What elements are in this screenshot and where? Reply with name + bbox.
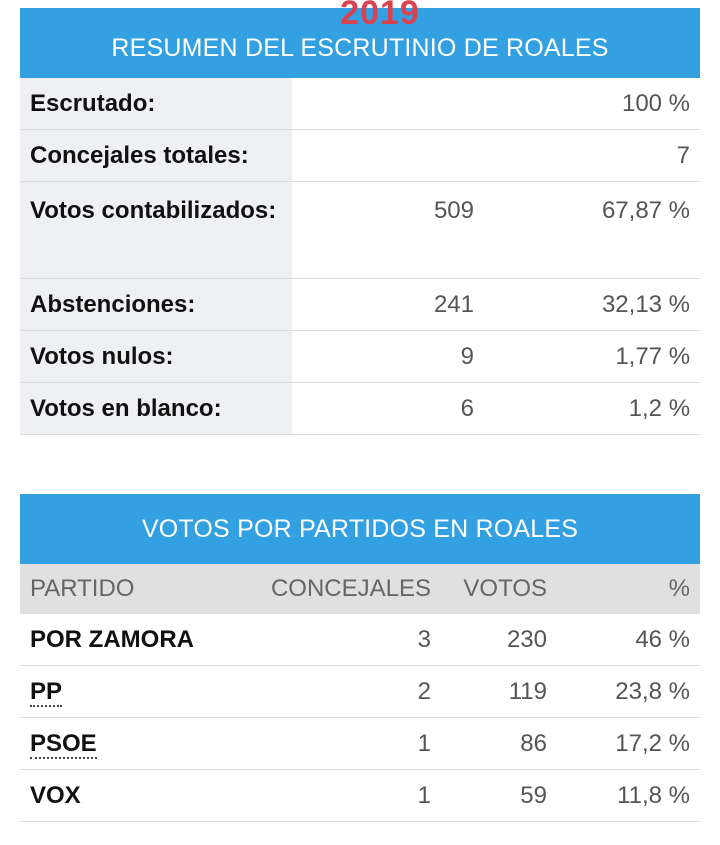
summary-pct: 67,87 %: [484, 181, 701, 279]
party-pct: 17,2 %: [557, 717, 701, 770]
party-seats: 1: [237, 717, 441, 770]
header-pct: %: [557, 564, 701, 614]
header-votes: VOTOS: [441, 564, 557, 614]
party-row: PSOE 1 86 17,2 %: [20, 717, 701, 770]
summary-pct: 7: [484, 129, 701, 182]
summary-count: [292, 129, 484, 182]
party-votes: 59: [441, 769, 557, 822]
header-party: PARTIDO: [20, 564, 237, 614]
summary-pct: 1,77 %: [484, 330, 701, 383]
summary-count: 9: [292, 330, 484, 383]
party-pct: 23,8 %: [557, 665, 701, 718]
party-row: VOX 1 59 11,8 %: [20, 769, 701, 822]
summary-label: Escrutado:: [20, 78, 292, 130]
party-votes: 230: [441, 614, 557, 666]
summary-row: Escrutado: 100 %: [20, 78, 701, 130]
party-name-link[interactable]: PP: [30, 677, 63, 707]
summary-count: 241: [292, 278, 484, 331]
summary-pct: 1,2 %: [484, 382, 701, 435]
parties-table: VOTOS POR PARTIDOS EN ROALES PARTIDO CON…: [20, 494, 701, 822]
summary-row: Votos nulos: 9 1,77 %: [20, 330, 701, 383]
summary-row: Abstenciones: 241 32,13 %: [20, 278, 701, 331]
parties-title: VOTOS POR PARTIDOS EN ROALES: [20, 494, 701, 564]
party-seats: 3: [237, 614, 441, 666]
party-row: POR ZAMORA 3 230 46 %: [20, 614, 701, 666]
parties-header-row: PARTIDO CONCEJALES VOTOS %: [20, 564, 701, 614]
summary-row: Votos contabilizados: 509 67,87 %: [20, 181, 701, 279]
party-seats: 2: [237, 665, 441, 718]
summary-count: [292, 78, 484, 130]
summary-table: RESUMEN DEL ESCRUTINIO DE ROALES Escruta…: [20, 8, 701, 435]
summary-label: Abstenciones:: [20, 278, 292, 331]
party-name: VOX: [20, 769, 237, 822]
party-pct: 46 %: [557, 614, 701, 666]
party-name: POR ZAMORA: [20, 614, 237, 666]
summary-pct: 100 %: [484, 78, 701, 130]
party-row: PP 2 119 23,8 %: [20, 665, 701, 718]
summary-row: Votos en blanco: 6 1,2 %: [20, 382, 701, 435]
party-pct: 11,8 %: [557, 769, 701, 822]
summary-label: Concejales totales:: [20, 129, 292, 182]
header-seats: CONCEJALES: [237, 564, 441, 614]
year-label: 2019: [340, 0, 420, 32]
party-name-link[interactable]: PSOE: [30, 729, 97, 759]
summary-title: RESUMEN DEL ESCRUTINIO DE ROALES: [20, 8, 701, 78]
summary-row: Concejales totales: 7: [20, 129, 701, 182]
summary-label: Votos en blanco:: [20, 382, 292, 435]
summary-pct: 32,13 %: [484, 278, 701, 331]
summary-label: Votos contabilizados:: [20, 181, 292, 279]
summary-count: 6: [292, 382, 484, 435]
party-votes: 119: [441, 665, 557, 718]
summary-count: 509: [292, 181, 484, 279]
summary-label: Votos nulos:: [20, 330, 292, 383]
party-votes: 86: [441, 717, 557, 770]
party-seats: 1: [237, 769, 441, 822]
